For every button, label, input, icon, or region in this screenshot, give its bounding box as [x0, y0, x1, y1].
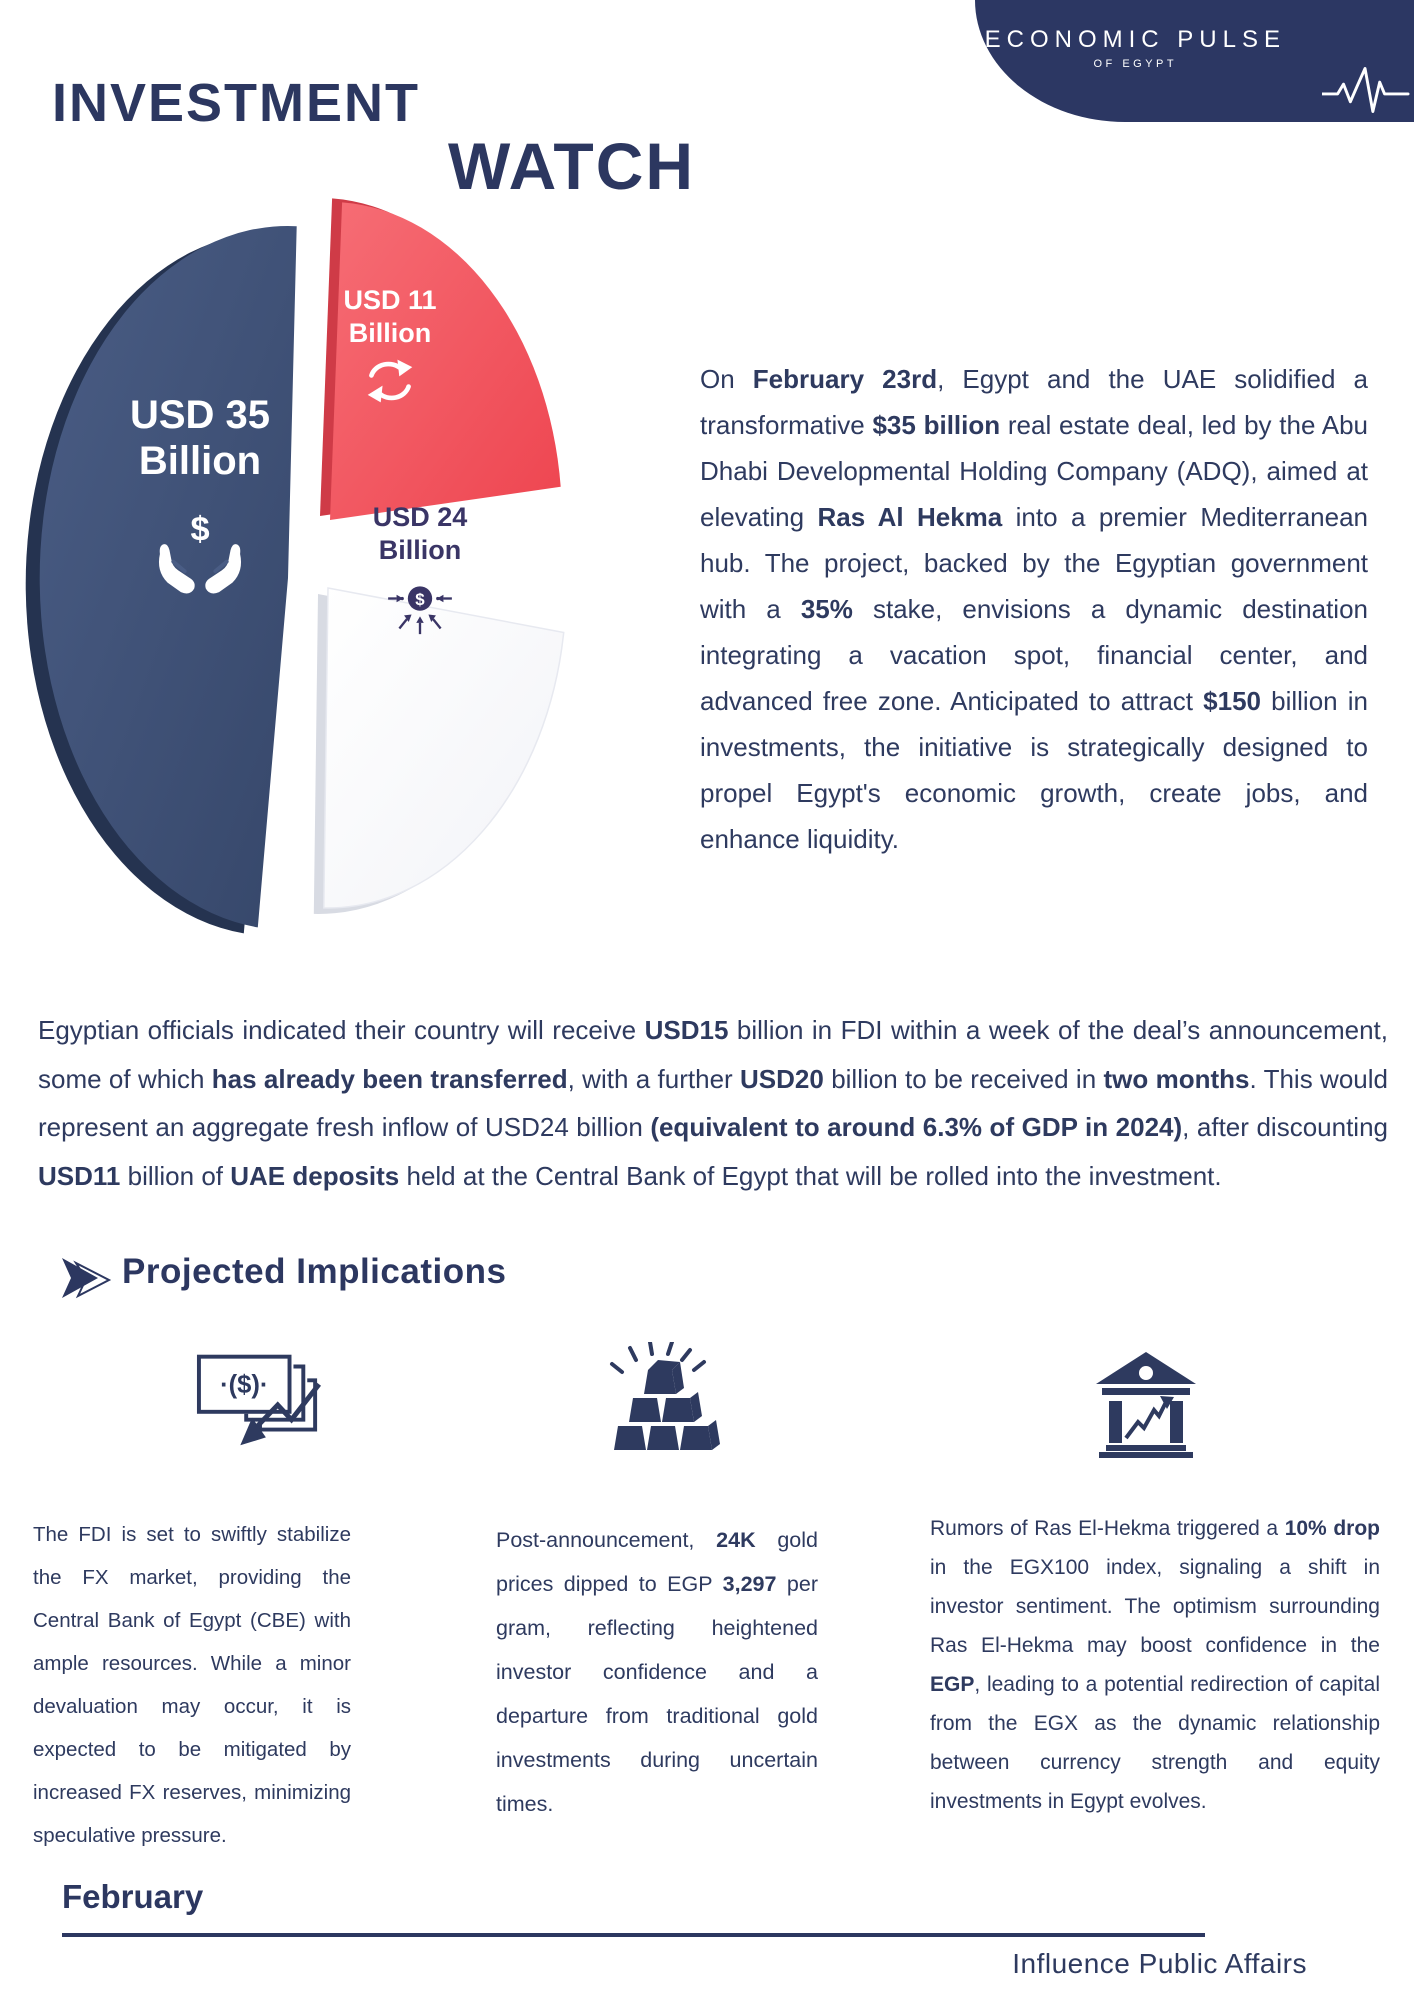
dollar-convergence-icon: $ — [388, 586, 452, 635]
money-exchange-rate-icon: ·($)· — [196, 1354, 322, 1446]
brand-banner: ECONOMIC PULSE OF EGYPT — [975, 0, 1414, 122]
brand-logo: ECONOMIC PULSE OF EGYPT — [985, 26, 1286, 70]
sync-arrows-icon — [367, 359, 413, 403]
pie-slice-usd11 — [330, 202, 561, 520]
brand-tagline: OF EGYPT — [1093, 58, 1178, 70]
footer-divider — [62, 1933, 1205, 1937]
pie-label-usd35: USD 35 Billion — [129, 393, 271, 483]
svg-text:$: $ — [415, 590, 425, 609]
gold-bars-icon — [610, 1342, 720, 1450]
pulse-icon — [1322, 67, 1410, 113]
page-title-line1: INVESTMENT — [52, 73, 421, 133]
pie-label-usd24: USD 24 Billion — [372, 502, 468, 565]
footer-publisher: Influence Public Affairs — [1012, 1948, 1307, 1979]
intro-paragraph: On February 23rd, Egypt and the UAE soli… — [700, 364, 1369, 854]
svg-text:$: $ — [190, 512, 209, 549]
section-heading: Projected Implications — [122, 1252, 507, 1291]
svg-text:·($)·: ·($)· — [220, 1371, 268, 1399]
implication-egx-paragraph: Rumors of Ras El-Hekma triggered a 10% d… — [930, 1517, 1380, 1813]
pie-slice-usd24 — [323, 587, 565, 909]
implication-gold-paragraph: Post-announcement, 24K gold prices dippe… — [496, 1527, 818, 1816]
hands-holding-dollar-icon: $ — [158, 512, 242, 594]
brand-name: ECONOMIC PULSE — [984, 26, 1286, 53]
implication-fx-paragraph: The FDI is set to swiftly stabilize the … — [33, 1522, 351, 1847]
page-title-line2: WATCH — [448, 129, 696, 203]
stock-exchange-bank-icon — [1096, 1352, 1196, 1458]
pie-label-usd11: USD 11 Billion — [343, 285, 437, 348]
footer-month: February — [62, 1878, 204, 1915]
fdi-paragraph: Egyptian officials indicated their count… — [38, 1015, 1388, 1191]
section-arrow-icon — [62, 1258, 112, 1299]
investment-pie-chart — [25, 198, 565, 934]
